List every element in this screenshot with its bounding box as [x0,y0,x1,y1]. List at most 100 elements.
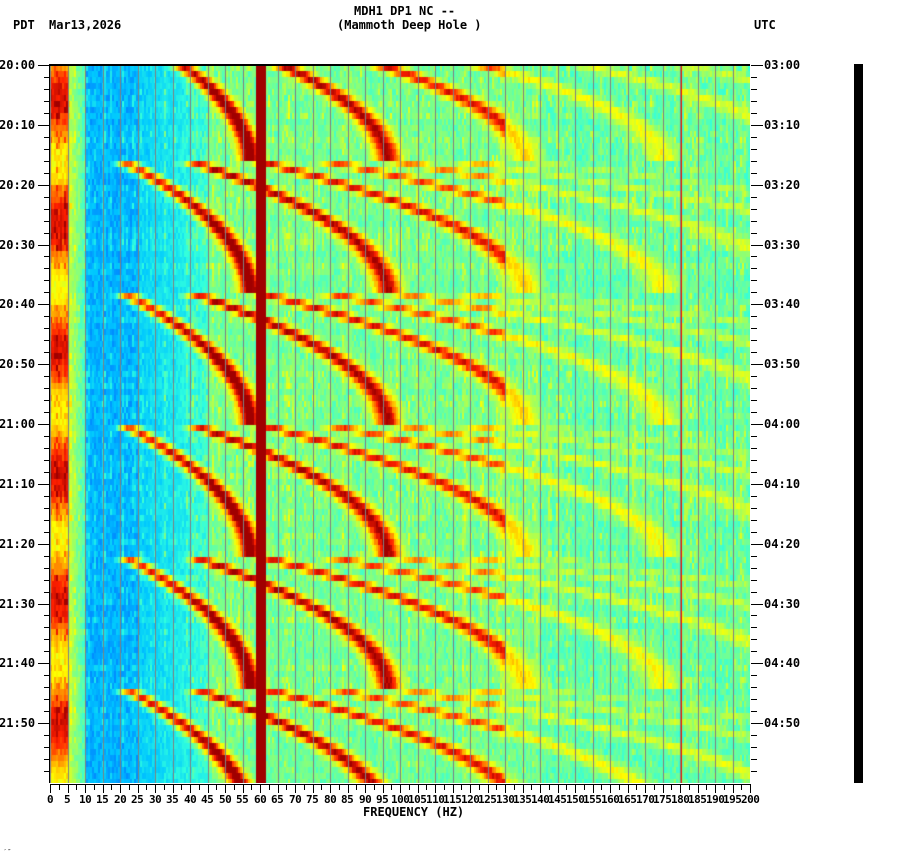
y-minor-tick [751,532,757,533]
y-minor-tick [751,496,757,497]
y-minor-tick [44,280,50,281]
x-major-tick [558,784,559,793]
x-major-tick [68,784,69,793]
x-tick-label: 105 [408,793,427,806]
y-minor-tick [44,759,50,760]
x-minor-tick [654,784,655,790]
x-major-tick [435,784,436,793]
y-minor-tick [44,460,50,461]
y-major-tick [38,125,50,126]
y-minor-tick [751,149,757,150]
x-tick-label: 100 [391,793,410,806]
y-minor-tick [44,675,50,676]
x-axis-title: FREQUENCY (HZ) [363,805,465,819]
x-minor-tick [409,784,410,790]
y-major-tick [38,604,50,605]
y-major-tick [38,723,50,724]
x-minor-tick [584,784,585,790]
x-tick-label: 95 [376,793,389,806]
y-minor-tick [751,580,757,581]
y-minor-tick [44,328,50,329]
y-minor-tick [751,711,757,712]
y-minor-tick [44,268,50,269]
y-minor-tick [44,209,50,210]
x-major-tick [453,784,454,793]
x-major-tick [103,784,104,793]
x-tick-label: 150 [566,793,585,806]
x-major-tick [523,784,524,793]
x-tick-label: 60 [254,793,267,806]
x-minor-tick [94,784,95,790]
y-left-tick-label: 20:20 [0,178,36,192]
y-minor-tick [751,627,757,628]
y-minor-tick [44,161,50,162]
x-minor-tick [549,784,550,790]
x-major-tick [260,784,261,793]
y-minor-tick [44,556,50,557]
y-left-tick-label: 20:00 [0,58,36,72]
x-minor-tick [619,784,620,790]
y-major-tick [751,663,763,664]
y-minor-tick [751,101,757,102]
y-minor-tick [751,197,757,198]
y-left-tick-label: 20:10 [0,118,36,132]
y-minor-tick [44,400,50,401]
y-major-tick [38,245,50,246]
y-minor-tick [751,221,757,222]
y-minor-tick [44,101,50,102]
amplitude-scale-bar [854,64,863,783]
y-major-tick [751,65,763,66]
y-minor-tick [751,472,757,473]
x-tick-label: 170 [636,793,655,806]
y-right-tick-label: 03:30 [764,238,801,252]
y-minor-tick [44,316,50,317]
x-minor-tick [59,784,60,790]
y-minor-tick [44,233,50,234]
y-minor-tick [751,376,757,377]
y-minor-tick [751,316,757,317]
x-major-tick [138,784,139,793]
y-minor-tick [751,448,757,449]
y-minor-tick [44,520,50,521]
y-minor-tick [44,711,50,712]
x-tick-label: 125 [478,793,497,806]
y-minor-tick [751,436,757,437]
y-right-tick-label: 04:00 [764,417,801,431]
x-tick-label: 120 [461,793,480,806]
y-major-tick [751,364,763,365]
y-major-tick [751,544,763,545]
x-minor-tick [426,784,427,790]
y-major-tick [751,245,763,246]
x-tick-label: 10 [79,793,92,806]
y-minor-tick [44,448,50,449]
y-right-tick-label: 03:40 [764,297,801,311]
x-tick-label: 135 [513,793,532,806]
x-minor-tick [374,784,375,790]
y-minor-tick [44,568,50,569]
x-minor-tick [444,784,445,790]
y-minor-tick [44,77,50,78]
y-minor-tick [44,627,50,628]
y-major-tick [38,364,50,365]
right-timezone-label: UTC [754,18,776,32]
x-minor-tick [741,784,742,790]
y-minor-tick [751,89,757,90]
y-minor-tick [751,699,757,700]
y-major-tick [38,304,50,305]
y-minor-tick [751,280,757,281]
x-minor-tick [531,784,532,790]
x-minor-tick [181,784,182,790]
x-minor-tick [514,784,515,790]
y-right-tick-label: 03:00 [764,58,801,72]
x-major-tick [733,784,734,793]
y-minor-tick [751,735,757,736]
x-major-tick [190,784,191,793]
y-right-tick-label: 03:20 [764,178,801,192]
x-tick-label: 90 [359,793,372,806]
station-location: (Mammoth Deep Hole ) [337,18,482,32]
y-minor-tick [751,292,757,293]
x-minor-tick [286,784,287,790]
y-minor-tick [44,615,50,616]
x-tick-label: 155 [583,793,602,806]
x-major-tick [610,784,611,793]
